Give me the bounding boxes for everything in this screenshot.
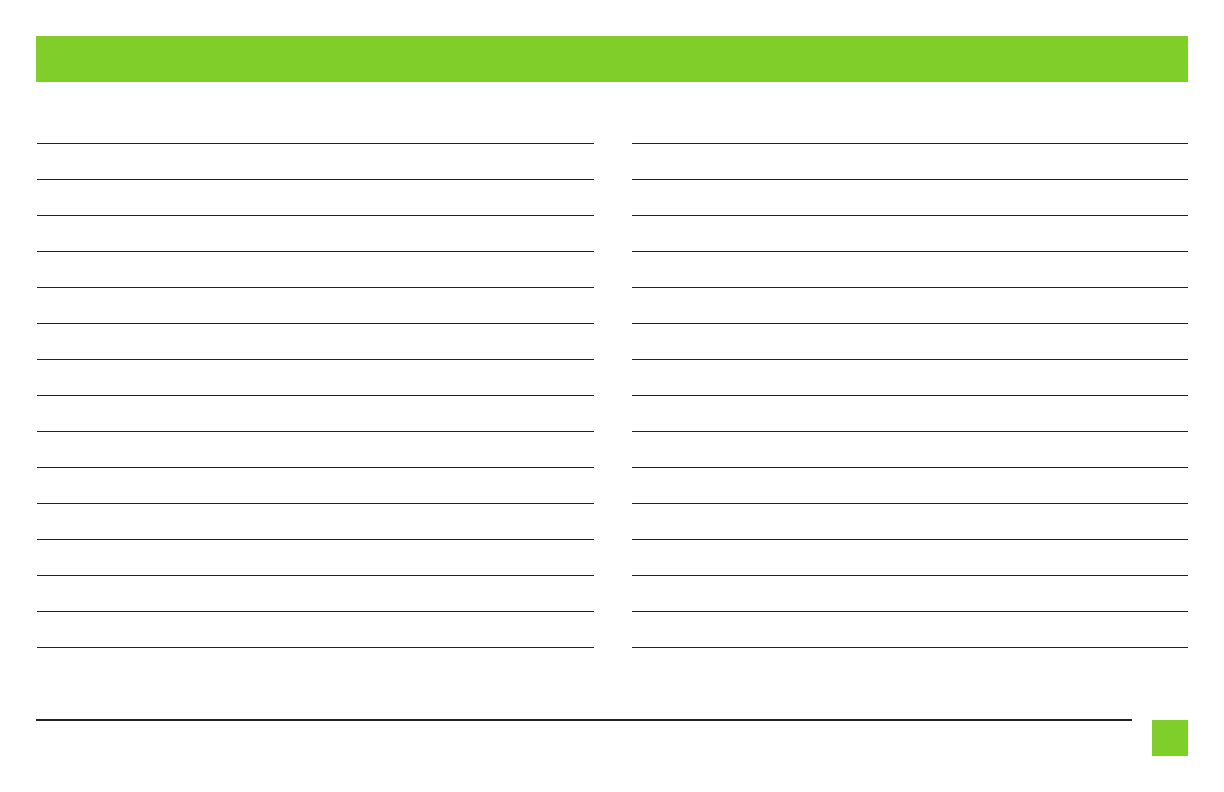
footer-divider <box>36 719 1132 721</box>
notes-column-right <box>632 0 1188 792</box>
writing-line <box>632 323 1188 324</box>
writing-line <box>632 395 1188 396</box>
writing-line <box>37 179 594 180</box>
writing-line <box>632 431 1188 432</box>
writing-line <box>632 467 1188 468</box>
writing-line <box>632 143 1188 144</box>
writing-line <box>632 539 1188 540</box>
writing-line <box>37 215 594 216</box>
writing-line <box>37 359 594 360</box>
writing-line <box>632 575 1188 576</box>
writing-line <box>632 179 1188 180</box>
writing-line <box>37 251 594 252</box>
writing-line <box>632 215 1188 216</box>
writing-line <box>37 503 594 504</box>
writing-line <box>37 323 594 324</box>
page-tab-marker <box>1152 720 1188 756</box>
writing-line <box>37 287 594 288</box>
writing-line <box>37 467 594 468</box>
writing-line <box>632 359 1188 360</box>
writing-line <box>37 395 594 396</box>
writing-line <box>632 287 1188 288</box>
header-banner <box>36 36 1188 82</box>
writing-line <box>37 539 594 540</box>
writing-line <box>632 647 1188 648</box>
writing-line <box>37 647 594 648</box>
writing-line <box>632 251 1188 252</box>
notes-column-left <box>37 0 594 792</box>
writing-line <box>37 143 594 144</box>
writing-line <box>632 611 1188 612</box>
writing-line <box>37 575 594 576</box>
writing-line <box>37 431 594 432</box>
writing-line <box>632 503 1188 504</box>
writing-line <box>37 611 594 612</box>
